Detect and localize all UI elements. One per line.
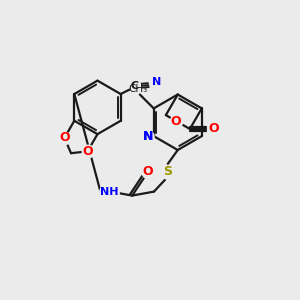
- Text: O: O: [143, 165, 153, 178]
- Text: O: O: [171, 115, 182, 128]
- Text: N: N: [142, 130, 153, 142]
- Text: CH₃: CH₃: [128, 84, 148, 94]
- Text: O: O: [208, 122, 219, 136]
- Text: N: N: [152, 77, 161, 87]
- Text: S: S: [163, 165, 172, 178]
- Text: O: O: [82, 145, 93, 158]
- Text: O: O: [59, 131, 70, 144]
- Text: N: N: [142, 130, 153, 142]
- Text: NH: NH: [100, 187, 118, 196]
- Text: C: C: [130, 81, 139, 91]
